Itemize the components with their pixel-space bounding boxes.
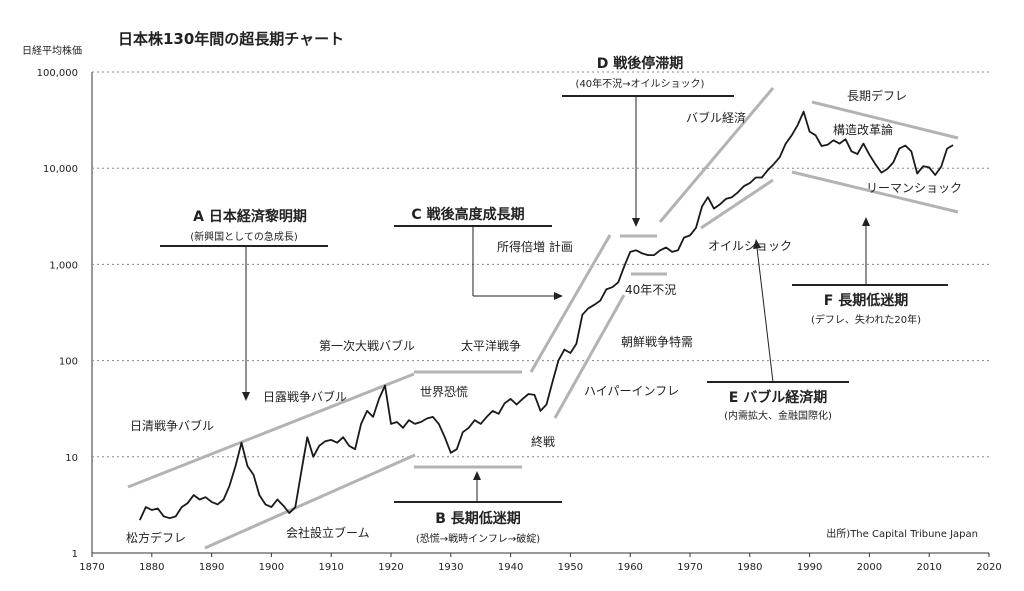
y-axis-label: 日経平均株価 (22, 44, 82, 57)
label-matsukata-deflation: 松方デフレ (126, 530, 186, 545)
label-oil-shock: オイルショック (708, 239, 792, 253)
annotation-c-arrowhead (554, 292, 563, 300)
label-income-doubling-plan: 所得倍増 計画 (497, 239, 573, 254)
label-korean-war-demand: 朝鮮戦争特需 (621, 334, 693, 349)
label-end-of-war: 終戦 (531, 434, 555, 449)
annotation-f: F 長期低迷期 (デフレ、失われた20年) (792, 217, 948, 326)
y-tick-label: 100 (59, 357, 78, 368)
y-tick-labels: 1 10 100 1,000 10,000 100,000 (37, 68, 78, 560)
trend-line-f-upper (811, 100, 959, 140)
annotation-e: E バブル経済期 (内需拡大、金融国際化) (707, 239, 849, 422)
label-40-year-recession: 40年不況 (625, 282, 676, 297)
nikkei-series-line (138, 110, 954, 521)
trend-line-a-upper (127, 372, 415, 489)
annotation-e-arrow (756, 247, 774, 383)
label-bubble-economy: バブル経済 (686, 110, 746, 125)
chart-title: 日本株130年間の超長期チャート (118, 30, 344, 48)
x-tick-label: 1890 (199, 562, 224, 573)
x-tick-label: 1950 (558, 562, 583, 573)
x-tick-label: 1940 (498, 562, 523, 573)
annotation-e-sub: (内需拡大、金融国際化) (724, 409, 832, 422)
annotation-c: C 戦後高度成長期 (394, 206, 563, 300)
label-company-founding-boom: 会社設立ブーム (286, 525, 370, 540)
y-tick-label: 100,000 (37, 68, 78, 79)
annotation-a: A 日本経済黎明期 (新興国としての急成長) (160, 208, 328, 401)
annotation-a-heading: A 日本経済黎明期 (193, 208, 307, 225)
y-tick-label: 10,000 (43, 164, 78, 175)
x-tick-label: 2020 (976, 562, 1001, 573)
annotation-a-sub: (新興国としての急成長) (190, 230, 298, 243)
source-note: 出所)The Capital Tribune Japan (826, 527, 978, 540)
annotation-d-arrowhead (632, 218, 640, 227)
label-hyperinflation: ハイパーインフレ (584, 384, 679, 398)
y-tick-label: 1,000 (49, 260, 78, 271)
annotation-b: B 長期低迷期 (恐慌→戦時インフレ→破綻) (394, 471, 562, 545)
x-tick-label: 1910 (318, 562, 343, 573)
y-tick-label: 1 (72, 549, 78, 560)
annotation-b-arrowhead (473, 471, 481, 480)
label-pacific-war: 太平洋戦争 (461, 338, 521, 353)
annotation-d-heading: D 戦後停滞期 (597, 55, 684, 72)
label-sino-japanese-war-bubble: 日清戦争バブル (130, 418, 214, 433)
x-tick-labels: 1870 1880 1890 1900 1910 1920 1930 1940 1950 1960… (79, 553, 1002, 573)
annotation-b-sub: (恐慌→戦時インフレ→破綻) (416, 532, 540, 545)
trend-line-a-lower (204, 453, 416, 550)
x-tick-label: 2000 (857, 562, 882, 573)
x-tick-label: 2010 (916, 562, 941, 573)
trend-channel-lines (127, 87, 959, 550)
x-tick-label: 1900 (259, 562, 284, 573)
trend-line-f-lower (791, 170, 959, 214)
label-lehman-shock: リーマンショック (866, 181, 962, 195)
annotation-f-arrowhead (862, 217, 870, 226)
event-labels: 松方デフレ 日清戦争バブル 日露戦争バブル 第一次大戦バブル 会社設立ブーム 世… (126, 88, 962, 545)
x-tick-label: 1920 (378, 562, 403, 573)
trend-line-e-upper (658, 87, 775, 223)
trend-line-e-lower (700, 178, 774, 230)
label-structural-reform: 構造改革論 (833, 122, 893, 137)
x-tick-label: 1960 (617, 562, 642, 573)
label-great-depression: 世界恐慌 (420, 385, 468, 399)
annotation-d-sub: (40年不況→オイルショック) (576, 77, 705, 90)
annotation-f-sub: (デフレ、失われた20年) (811, 313, 921, 326)
annotation-e-arrowhead (753, 239, 761, 249)
annotation-c-heading: C 戦後高度成長期 (411, 206, 524, 223)
trend-line-c-lower (553, 294, 626, 419)
x-tick-label: 1880 (139, 562, 164, 573)
x-tick-label: 1970 (677, 562, 702, 573)
x-tick-label: 1870 (79, 562, 104, 573)
x-tick-label: 1990 (797, 562, 822, 573)
annotation-b-heading: B 長期低迷期 (435, 510, 521, 527)
label-ww1-bubble: 第一次大戦バブル (319, 338, 415, 353)
annotation-d: D 戦後停滞期 (40年不況→オイルショック) (562, 55, 734, 227)
annotation-e-heading: E バブル経済期 (729, 389, 827, 406)
trend-line-c-upper (529, 234, 612, 373)
x-tick-label: 1980 (737, 562, 762, 573)
x-tick-label: 1930 (438, 562, 463, 573)
annotation-a-arrowhead (242, 392, 250, 401)
annotation-f-heading: F 長期低迷期 (824, 292, 908, 309)
y-tick-label: 10 (65, 453, 78, 464)
label-russo-japanese-war-bubble: 日露戦争バブル (263, 389, 347, 404)
label-long-deflation: 長期デフレ (847, 88, 907, 103)
